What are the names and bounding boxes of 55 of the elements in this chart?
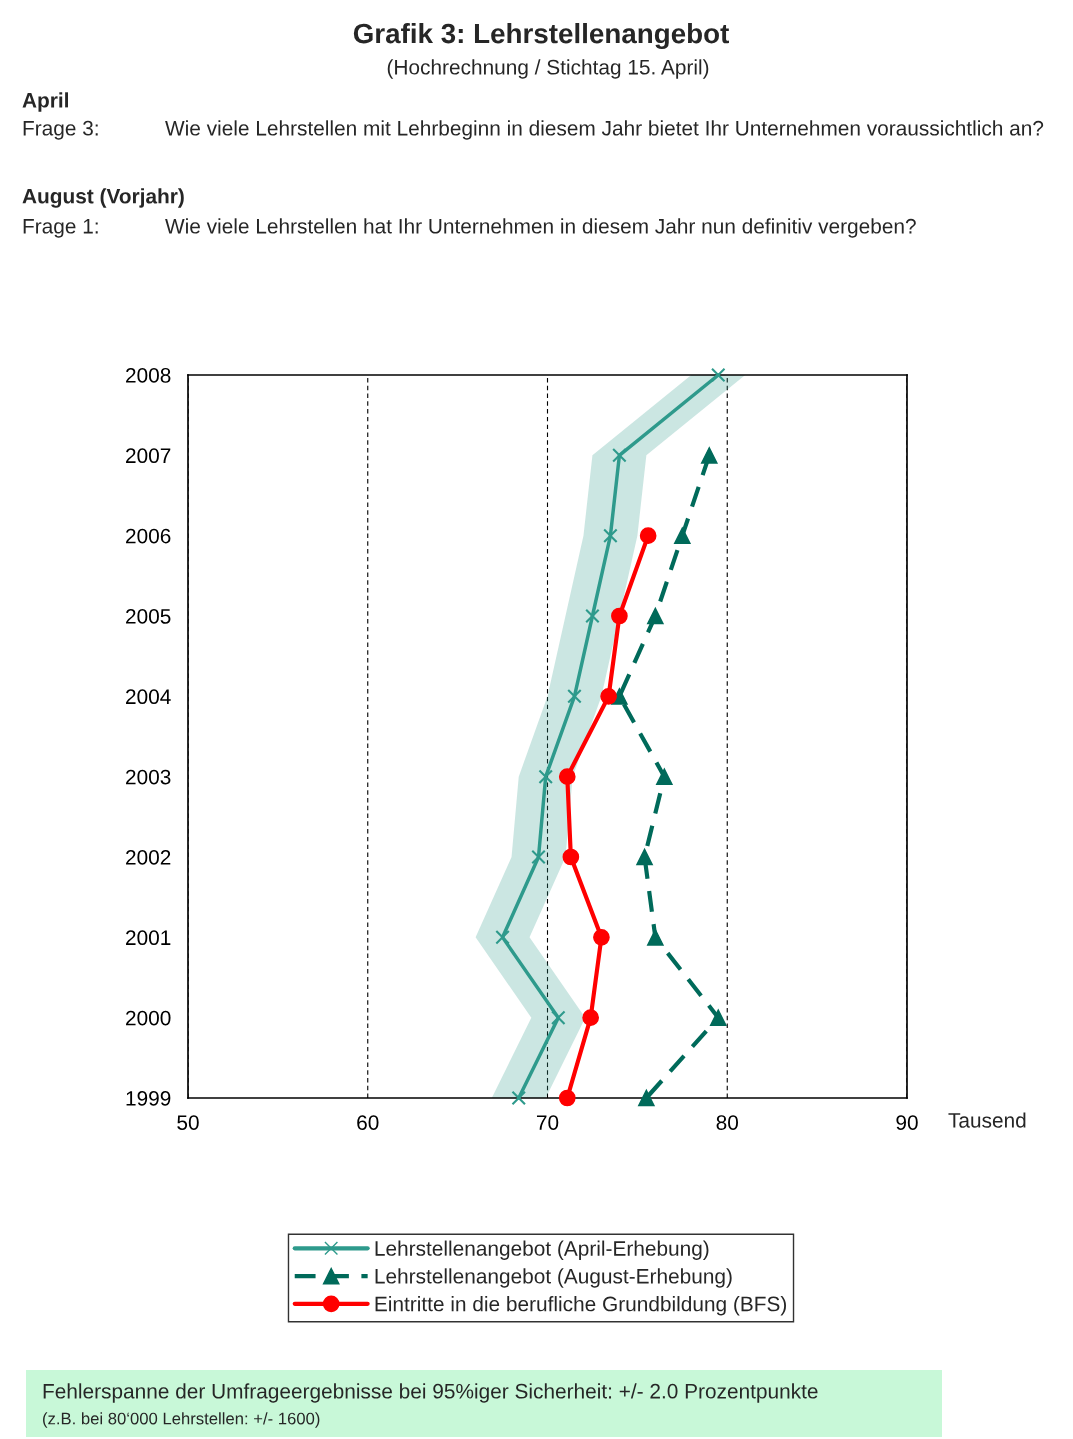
point [531,849,546,865]
y-tick-label: 2007 [126,448,171,464]
point [709,1009,727,1027]
point [567,689,582,704]
text: April [22,92,68,112]
text: Wie viele Lehrstellen hat Ihr Unternehmen in diesem Jahr nun definitiv vergeben? [165,218,916,238]
y-tick-label: 2001 [126,930,171,946]
point [612,448,627,463]
text: August (Vorjahr) [22,188,184,208]
y-tick-label: 2000 [126,1010,171,1026]
x-tick-label: 70 [536,1115,559,1130]
point [700,446,718,464]
point [538,769,553,784]
point [647,607,664,625]
legend-label: Lehrstellenangebot (August-Erhebung) [375,1268,732,1288]
x-tick-label: 90 [896,1115,918,1130]
point [495,930,510,945]
x-tick-label: 60 [357,1115,379,1130]
point [582,1009,599,1027]
y-tick-label: 2004 [126,689,171,705]
point [710,367,726,383]
point [593,928,610,946]
x-axis-title: Tausend [948,1112,1026,1128]
point [639,527,657,545]
chart-title: Grafik 3: Lehrstellenangebot [353,22,729,50]
text: (z.B. bei 80‘000 Lehrstellen: +/- 1600) [43,1412,320,1428]
y-tick-label: 2006 [126,528,171,544]
point [562,848,580,866]
x-tick-label: 50 [177,1115,199,1130]
point [558,1089,576,1107]
point [603,528,618,543]
text: Frage 3: [23,120,98,140]
legend-label: Lehrstellenangebot (April-Erhebung) [375,1240,709,1260]
point [636,848,653,866]
y-tick-label: 2003 [126,769,171,785]
y-tick-label: 2002 [126,850,171,865]
point [656,768,673,786]
chart-subtitle: (Hochrechnung / Stichtag 15. April) [387,59,709,79]
text: Wie viele Lehrstellen mit Lehrbeginn in diesem Jahr bietet Ihr Unternehmen voraussichtlich an? [165,120,1044,140]
point [558,768,576,786]
text: Fehlerspanne der Umfrageergebnisse bei 95%iger Sicherheit: +/- 2.0 Prozentpunkte [43,1383,818,1403]
point [600,687,617,705]
point [638,1089,655,1107]
text: Frage 1: [23,219,98,238]
point [550,1010,566,1025]
x-tick-label: 80 [716,1115,739,1130]
point [647,928,664,946]
point [673,527,691,545]
y-tick-label: 1999 [126,1091,171,1106]
point [511,1090,527,1106]
point [585,608,600,624]
y-tick-label: 2005 [126,609,171,624]
legend-label: Eintritte in die berufliche Grundbildung (BFS) [375,1296,786,1316]
point [611,607,628,625]
y-tick-label: 2008 [126,368,171,383]
